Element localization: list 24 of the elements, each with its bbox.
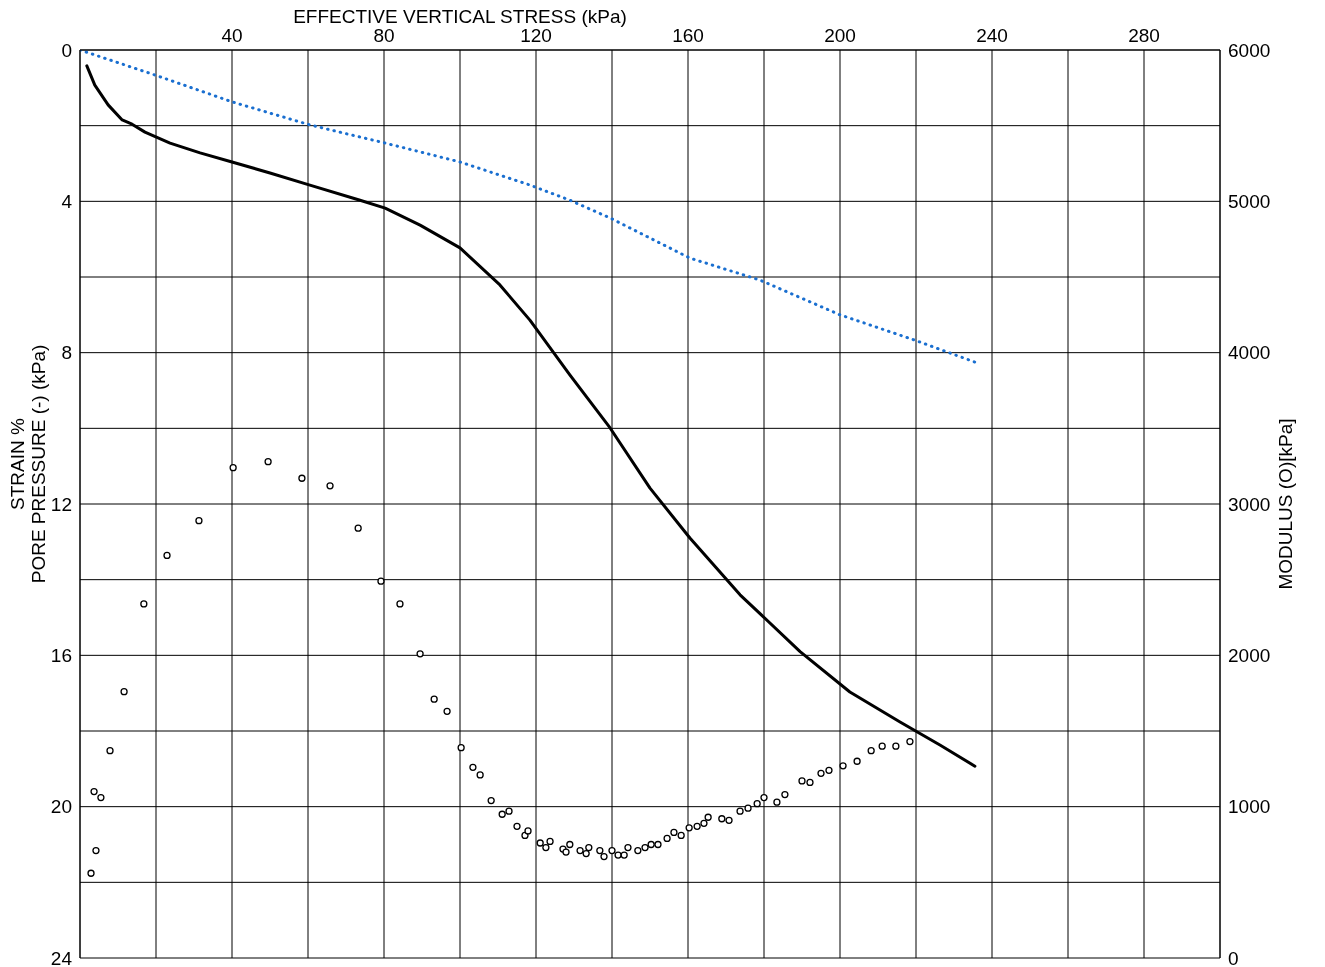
y-tick-label: 24 (50, 947, 73, 967)
y2-tick-label: 0 (1228, 947, 1239, 967)
x-tick-label: 120 (520, 25, 552, 46)
y-axis-title: STRAIN % PORE PRESSURE (-) (kPa) (7, 344, 49, 584)
x-tick-label: 240 (976, 25, 1008, 46)
y-tick-label: 4 (61, 191, 73, 213)
y2-tick-label: 4000 (1228, 342, 1271, 364)
y-tick-label: 0 (61, 39, 72, 61)
y2-tick-label: 5000 (1228, 191, 1271, 213)
x-axis-title: EFFECTIVE VERTICAL STRESS (kPa) (293, 6, 627, 28)
x-tick-label: 280 (1128, 25, 1160, 46)
x-tick-label: 160 (672, 25, 704, 46)
y-tick-label: 12 (50, 493, 72, 515)
y-tick-label: 20 (50, 796, 72, 818)
x-tick-label: 80 (373, 25, 395, 46)
y-tick-label: 16 (50, 645, 72, 667)
y2-tick-label: 2000 (1228, 645, 1271, 667)
y2-axis-title: MODULUS (O)[kPa] (1275, 418, 1296, 590)
x-tick-label: 200 (824, 25, 856, 46)
y2-tick-label: 3000 (1228, 493, 1271, 515)
y-tick-label: 8 (61, 342, 72, 364)
x-tick-label: 40 (221, 25, 243, 46)
y2-tick-label: 6000 (1228, 39, 1271, 61)
y2-tick-label: 1000 (1228, 796, 1271, 818)
